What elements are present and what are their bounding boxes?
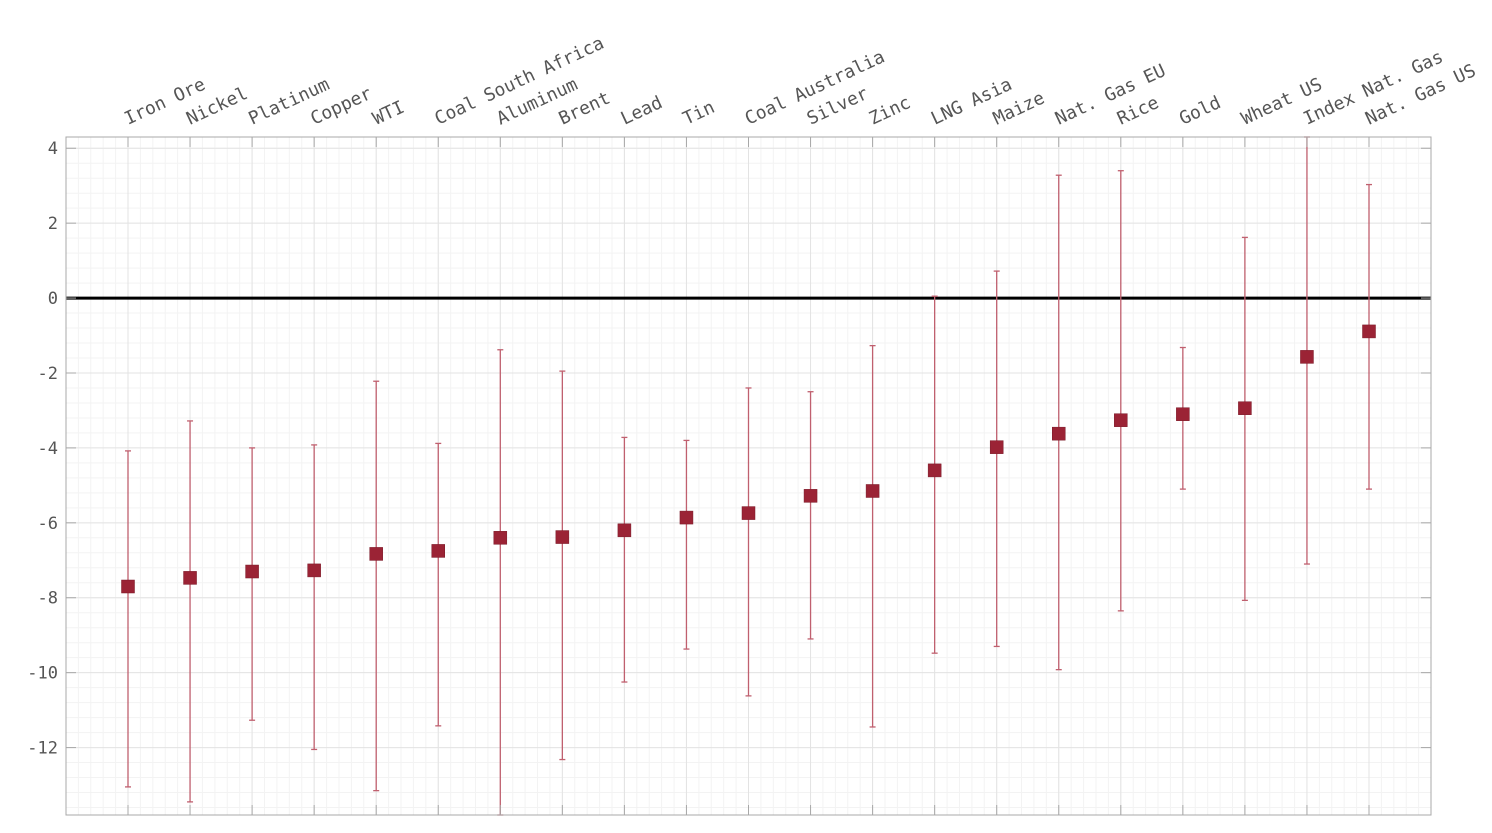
- y-tick-label: 0: [48, 289, 58, 309]
- point-marker: [307, 563, 321, 578]
- category-label: WTI: [369, 97, 407, 130]
- point-marker: [1176, 407, 1190, 421]
- point-markers: [121, 324, 1376, 594]
- y-tick-label: -4: [38, 439, 58, 459]
- point-marker: [1362, 324, 1376, 339]
- point-marker: [369, 547, 383, 561]
- point-marker: [493, 531, 508, 545]
- point-marker: [1114, 413, 1128, 427]
- y-tick-label: -2: [38, 364, 58, 384]
- point-marker: [431, 544, 445, 558]
- y-tick-label: 4: [48, 139, 58, 159]
- point-marker: [245, 564, 259, 579]
- category-label: Gold: [1176, 92, 1224, 129]
- point-marker: [1238, 401, 1252, 415]
- axes: [65, 136, 1432, 816]
- category-label: Lead: [618, 92, 666, 129]
- category-label: Tin: [680, 97, 718, 130]
- y-tick-label: 2: [48, 214, 58, 234]
- point-marker: [927, 463, 942, 478]
- point-marker: [1052, 426, 1066, 441]
- point-marker: [555, 530, 570, 544]
- y-tick-label: -10: [27, 664, 58, 684]
- y-tick-label: -12: [27, 739, 58, 759]
- point-marker: [989, 440, 1004, 454]
- point-marker: [865, 484, 880, 498]
- point-marker: [803, 489, 818, 503]
- point-marker: [183, 571, 197, 585]
- point-marker: [1300, 350, 1314, 364]
- point-marker: [121, 579, 135, 594]
- category-label: Zinc: [866, 92, 914, 129]
- point-marker: [617, 523, 632, 538]
- y-tick-label: -8: [38, 589, 58, 609]
- point-marker: [741, 506, 756, 520]
- point-marker: [679, 510, 694, 525]
- y-tick-label: -6: [38, 514, 58, 534]
